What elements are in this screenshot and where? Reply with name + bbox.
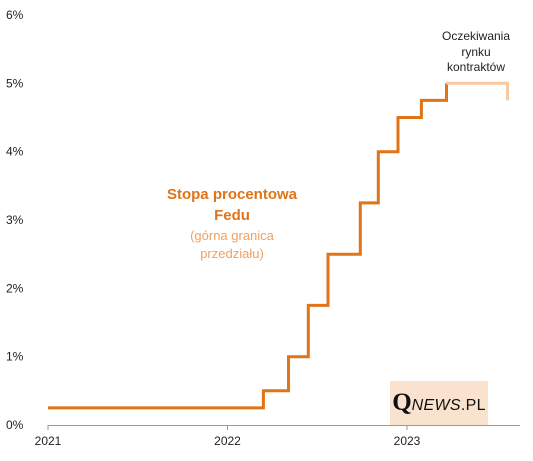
series-subtitle-line-2: przedziału): [200, 246, 264, 261]
logo-q: Q: [392, 389, 412, 416]
expectations-label-line-1: Oczekiwania: [442, 29, 510, 43]
qnews-logo: Q NEWS.PL: [390, 381, 488, 425]
y-tick-label: 3%: [6, 213, 24, 227]
y-tick-label: 2%: [6, 281, 24, 295]
y-tick-label: 4%: [6, 145, 24, 159]
expectations-line: [446, 81, 509, 101]
series-title-line-1: Stopa procentowa: [167, 186, 298, 203]
y-tick-label: 0%: [6, 418, 24, 432]
x-tick-label: 2022: [214, 434, 241, 448]
expectations-label-line-2: rynku: [461, 45, 490, 59]
series-subtitle-line-1: (górna granica: [190, 228, 275, 243]
expectations-label-line-3: kontraktów: [447, 60, 505, 74]
x-tick-label: 2021: [35, 434, 62, 448]
series: [48, 81, 509, 410]
y-tick-label: 1%: [6, 350, 24, 364]
y-tick-label: 5%: [6, 76, 24, 90]
y-axis-labels: 0% 1% 2% 3% 4% 5% 6%: [6, 8, 24, 432]
series-title-line-2: Fedu: [214, 207, 250, 224]
x-axis: 2021 2022 2023: [35, 425, 520, 448]
x-tick-label: 2023: [394, 434, 421, 448]
fed-rate-line: [48, 83, 448, 410]
y-tick-label: 6%: [6, 8, 24, 22]
logo-news: NEWS.PL: [411, 396, 486, 414]
